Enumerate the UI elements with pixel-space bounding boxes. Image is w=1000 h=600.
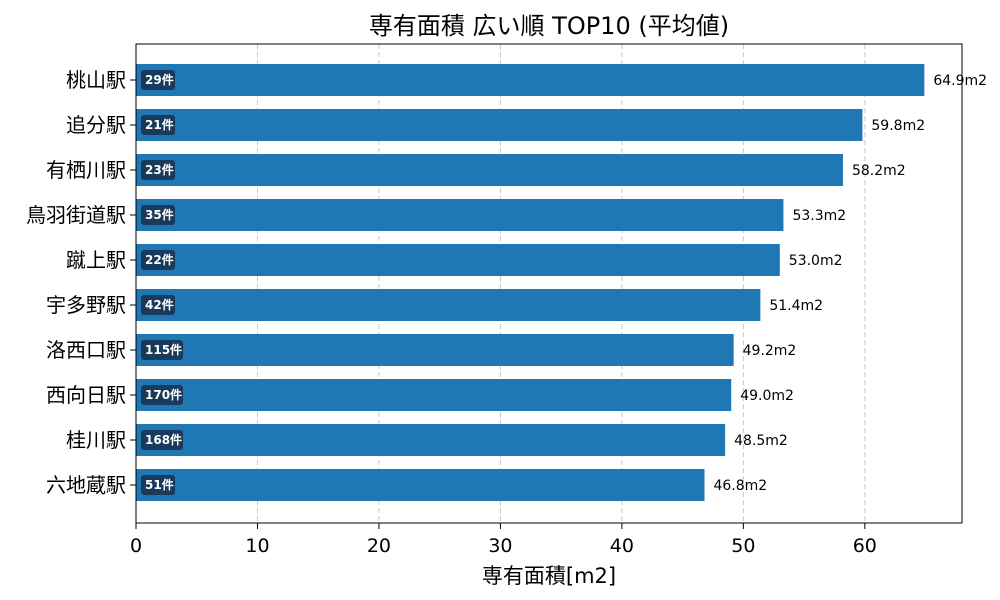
value-label: 58.2m2 — [852, 163, 906, 179]
count-badge — [141, 70, 175, 90]
category-label: 桃山駅 — [66, 68, 126, 92]
bar — [136, 64, 925, 96]
category-label: 鳥羽街道駅 — [26, 203, 126, 227]
x-tick-label: 10 — [245, 535, 269, 557]
category-label: 宇多野駅 — [46, 293, 126, 317]
bar — [136, 199, 784, 231]
bar — [136, 154, 843, 186]
x-axis: 0 10 20 30 40 50 60 — [130, 523, 877, 557]
bar — [136, 424, 726, 456]
count-label: 168件 — [145, 432, 182, 447]
x-tick-label: 30 — [488, 535, 512, 557]
bars: 29件 64.9m2 21件 59.8m2 23件 58.2m2 35件 53.3m2 22件 5… — [136, 64, 987, 501]
count-label: 170件 — [145, 387, 182, 402]
category-label: 六地蔵駅 — [46, 473, 126, 497]
value-label: 48.5m2 — [734, 433, 788, 449]
count-label: 21件 — [145, 117, 174, 132]
count-label: 51件 — [145, 477, 174, 492]
x-tick-label: 50 — [731, 535, 755, 557]
value-label: 46.8m2 — [713, 478, 767, 494]
category-label: 蹴上駅 — [66, 248, 126, 272]
count-label: 22件 — [145, 252, 174, 267]
x-tick-label: 60 — [853, 535, 877, 557]
count-badge — [141, 250, 175, 270]
category-label: 西向日駅 — [46, 383, 126, 407]
value-label: 53.3m2 — [792, 208, 846, 224]
category-label: 有栖川駅 — [46, 158, 126, 182]
count-label: 23件 — [145, 162, 174, 177]
x-axis-label: 専有面積[m2] — [482, 564, 616, 588]
bar — [136, 379, 732, 411]
count-badge — [141, 385, 183, 405]
plot-frame — [135, 43, 963, 524]
value-label: 49.0m2 — [740, 388, 794, 404]
bar — [136, 109, 863, 141]
value-label: 59.8m2 — [871, 118, 925, 134]
value-label: 64.9m2 — [933, 73, 987, 89]
category-label: 追分駅 — [66, 113, 126, 137]
count-label: 42件 — [145, 297, 174, 312]
count-badge — [141, 115, 175, 135]
count-badge — [141, 295, 175, 315]
chart-title: 専有面積 広い順 TOP10 (平均値) — [369, 12, 729, 40]
x-tick-label: 20 — [367, 535, 391, 557]
category-label: 洛西口駅 — [46, 338, 126, 362]
count-label: 35件 — [145, 207, 174, 222]
bar — [136, 334, 734, 366]
bar — [136, 289, 761, 321]
count-badge — [141, 205, 175, 225]
x-tick-label: 40 — [610, 535, 634, 557]
category-label: 桂川駅 — [66, 428, 126, 452]
count-badge — [141, 475, 175, 495]
x-tick-label: 0 — [130, 535, 142, 557]
value-label: 51.4m2 — [769, 298, 823, 314]
count-label: 115件 — [145, 342, 182, 357]
count-badge — [141, 160, 175, 180]
bar — [136, 244, 780, 276]
value-label: 53.0m2 — [789, 253, 843, 269]
count-badge — [141, 340, 183, 360]
count-badge — [141, 430, 183, 450]
bar — [136, 469, 705, 501]
value-label: 49.2m2 — [743, 343, 797, 359]
count-label: 29件 — [145, 72, 174, 87]
